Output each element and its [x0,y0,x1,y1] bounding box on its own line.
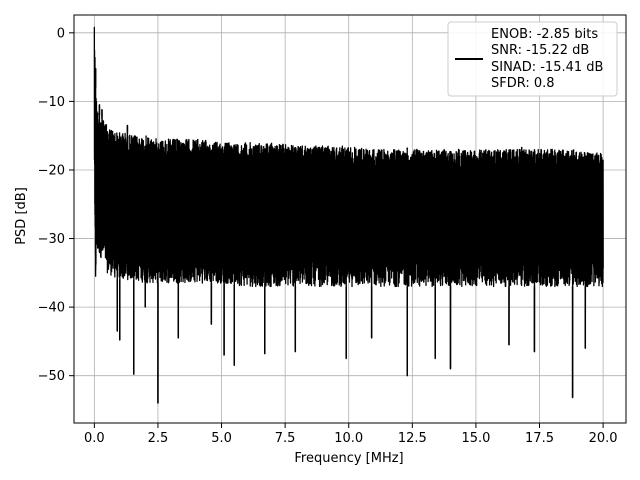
x-tick-label: 7.5 [275,431,296,446]
y-tick-label: −30 [38,232,65,247]
series-layer [93,26,604,404]
x-tick-label: 5.0 [211,431,232,446]
x-tick-label: 10.0 [334,431,363,446]
y-tick-label: −50 [38,369,65,384]
legend-entry-sfdr: SFDR: 0.8 [491,76,555,91]
x-tick-label: 17.5 [525,431,554,446]
x-axis: 0.0 2.5 5.0 7.5 10.0 12.5 15.0 17.5 20.0 [84,423,618,446]
x-tick-label: 0.0 [84,431,105,446]
x-axis-label: Frequency [MHz] [294,451,403,466]
plot-frame [73,14,627,424]
y-tick-label: −40 [38,301,65,316]
legend: ENOB: -2.85 bits SNR: -15.22 dB SINAD: -… [447,21,618,97]
legend-box [447,21,618,97]
x-tick-label: 12.5 [398,431,427,446]
series-line-psd [93,26,604,404]
x-tick-label: 20.0 [589,431,618,446]
x-tick-label: 2.5 [148,431,169,446]
y-tick-label: 0 [57,26,65,41]
y-axis-label: PSD [dB] [14,187,29,245]
y-tick-label: −10 [38,95,65,110]
legend-entry-snr: SNR: -15.22 dB [491,43,589,58]
legend-entry-enob: ENOB: -2.85 bits [491,27,598,42]
x-tick-label: 15.0 [461,431,490,446]
y-tick-label: −20 [38,163,65,178]
legend-entry-sinad: SINAD: -15.41 dB [491,60,603,75]
y-axis: 0 −10 −20 −30 −40 −50 [38,26,74,384]
